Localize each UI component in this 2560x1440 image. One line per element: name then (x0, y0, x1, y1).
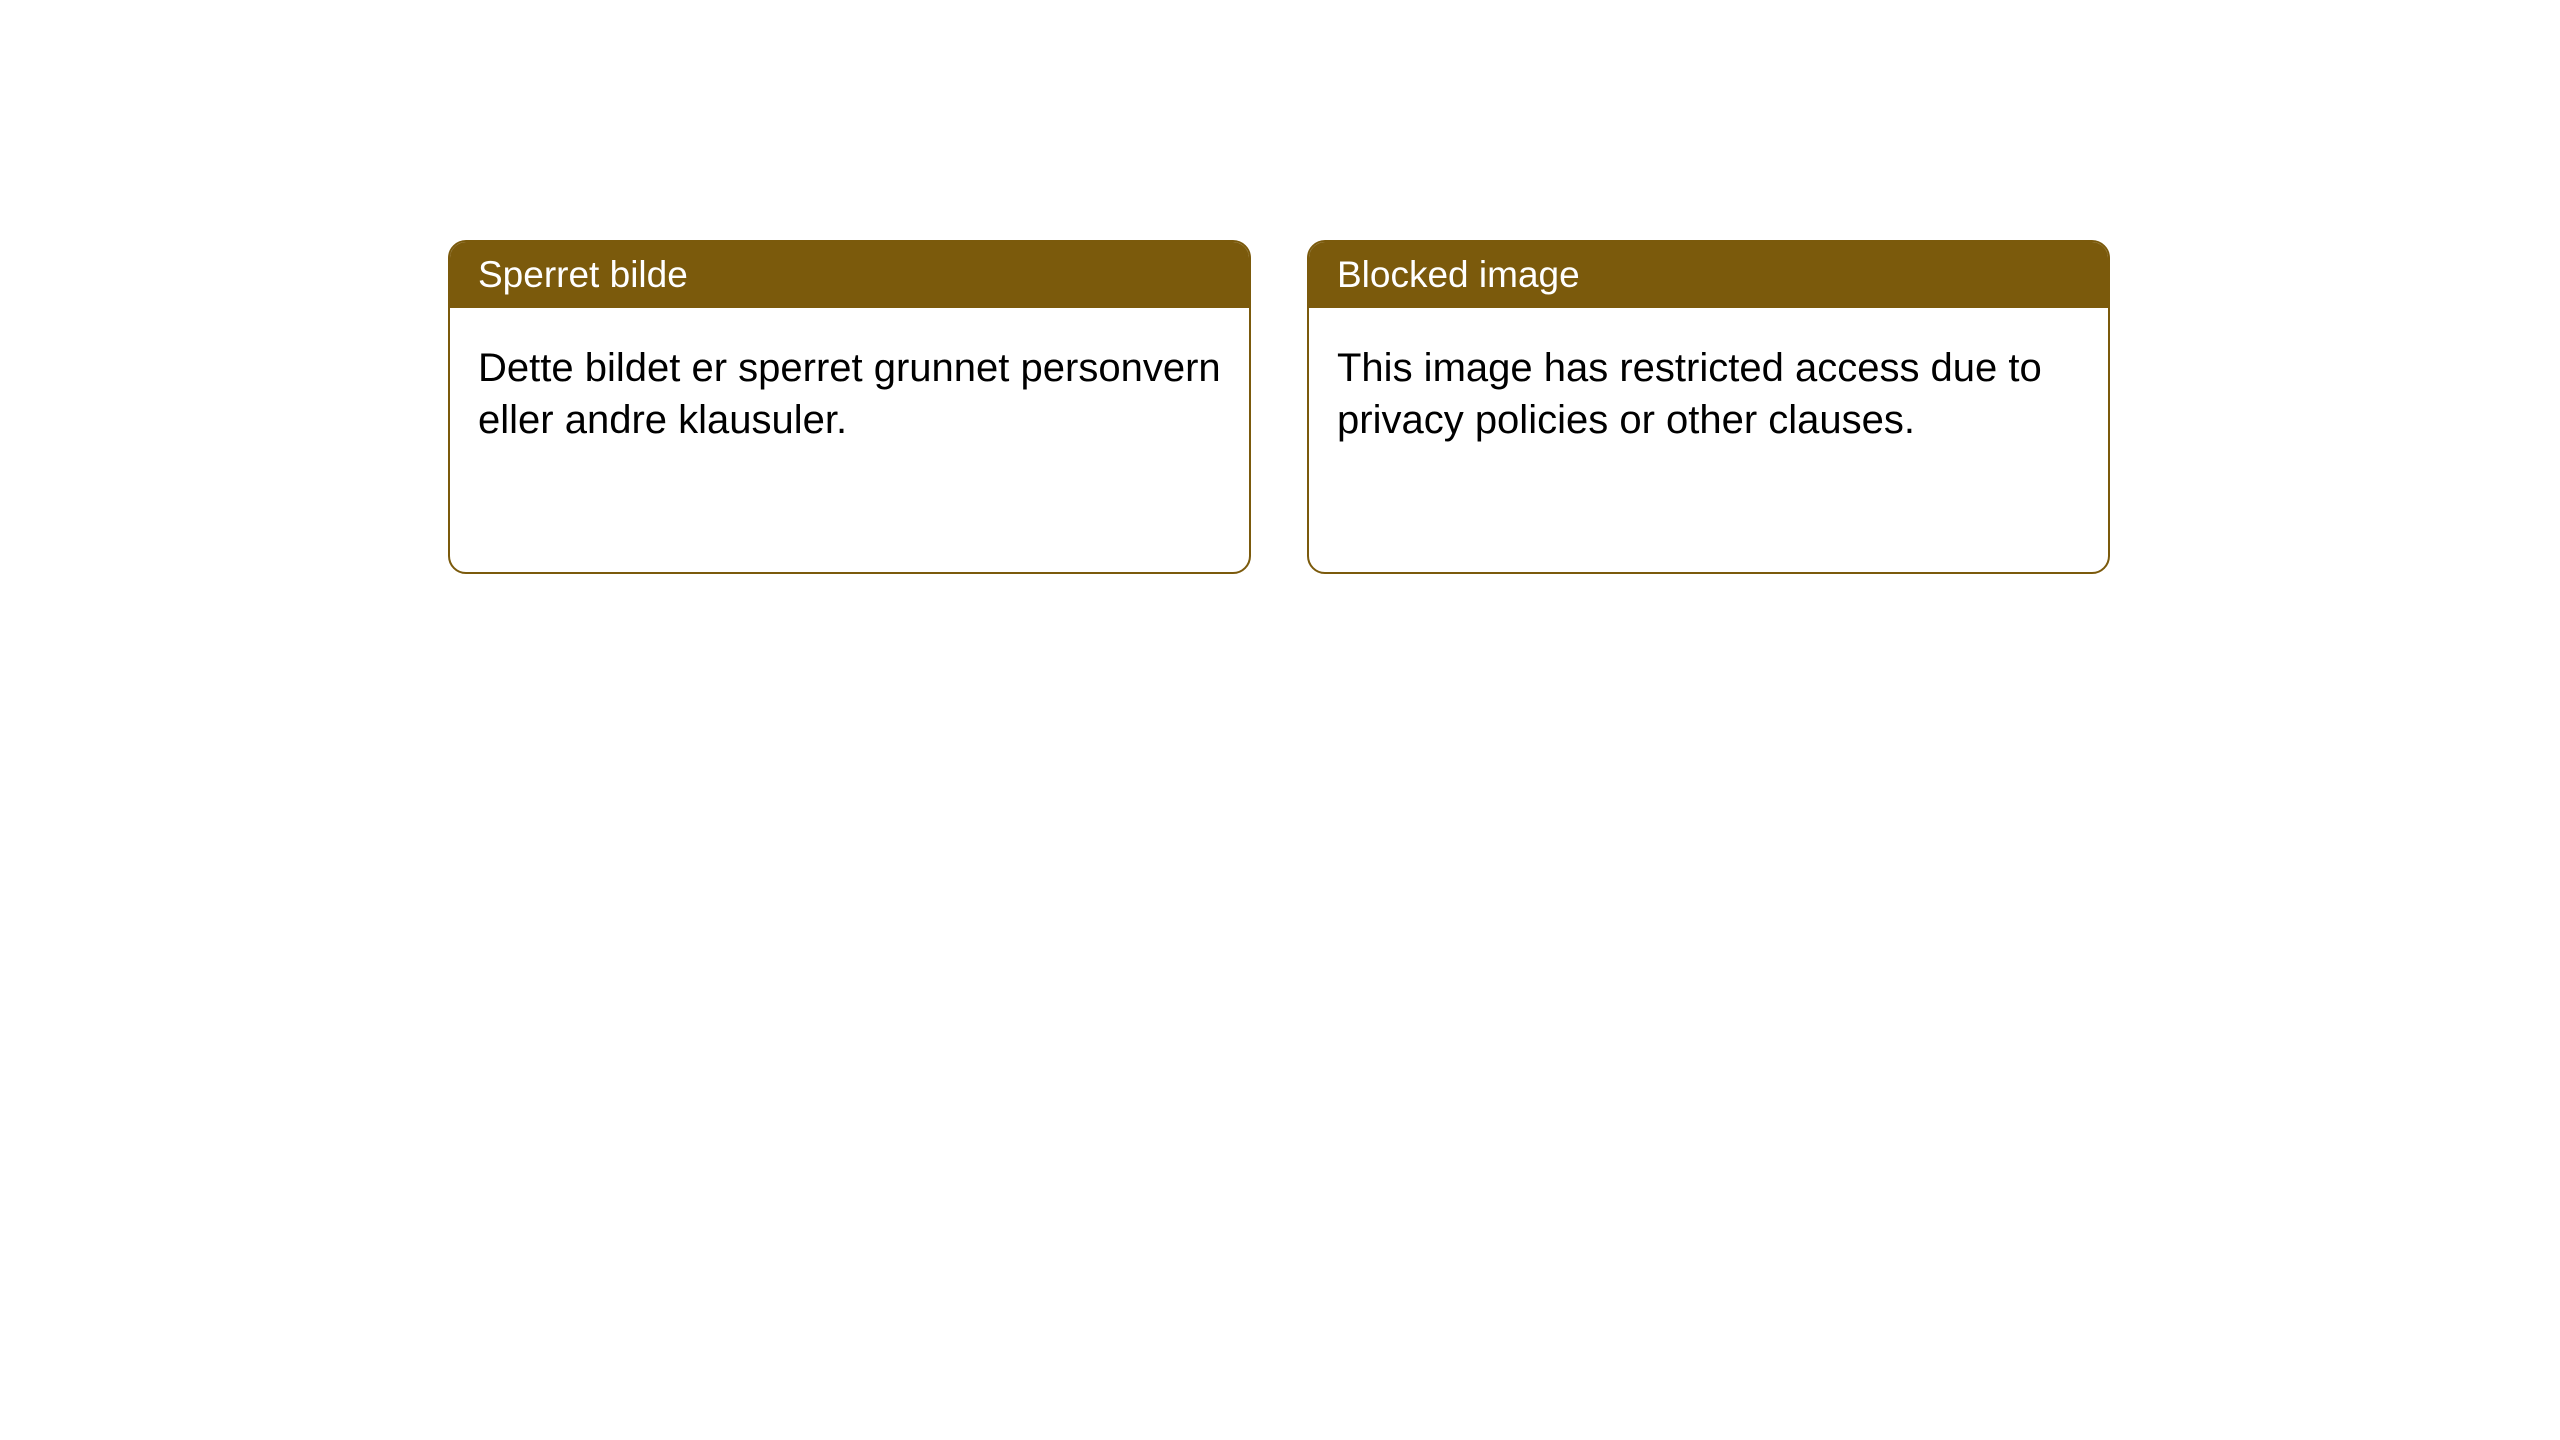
notice-title-norwegian: Sperret bilde (450, 242, 1249, 308)
notice-body-norwegian: Dette bildet er sperret grunnet personve… (450, 308, 1249, 480)
notice-title-english: Blocked image (1309, 242, 2108, 308)
notice-card-norwegian: Sperret bilde Dette bildet er sperret gr… (448, 240, 1251, 574)
notice-card-english: Blocked image This image has restricted … (1307, 240, 2110, 574)
notice-container: Sperret bilde Dette bildet er sperret gr… (448, 240, 2110, 574)
notice-body-english: This image has restricted access due to … (1309, 308, 2108, 480)
